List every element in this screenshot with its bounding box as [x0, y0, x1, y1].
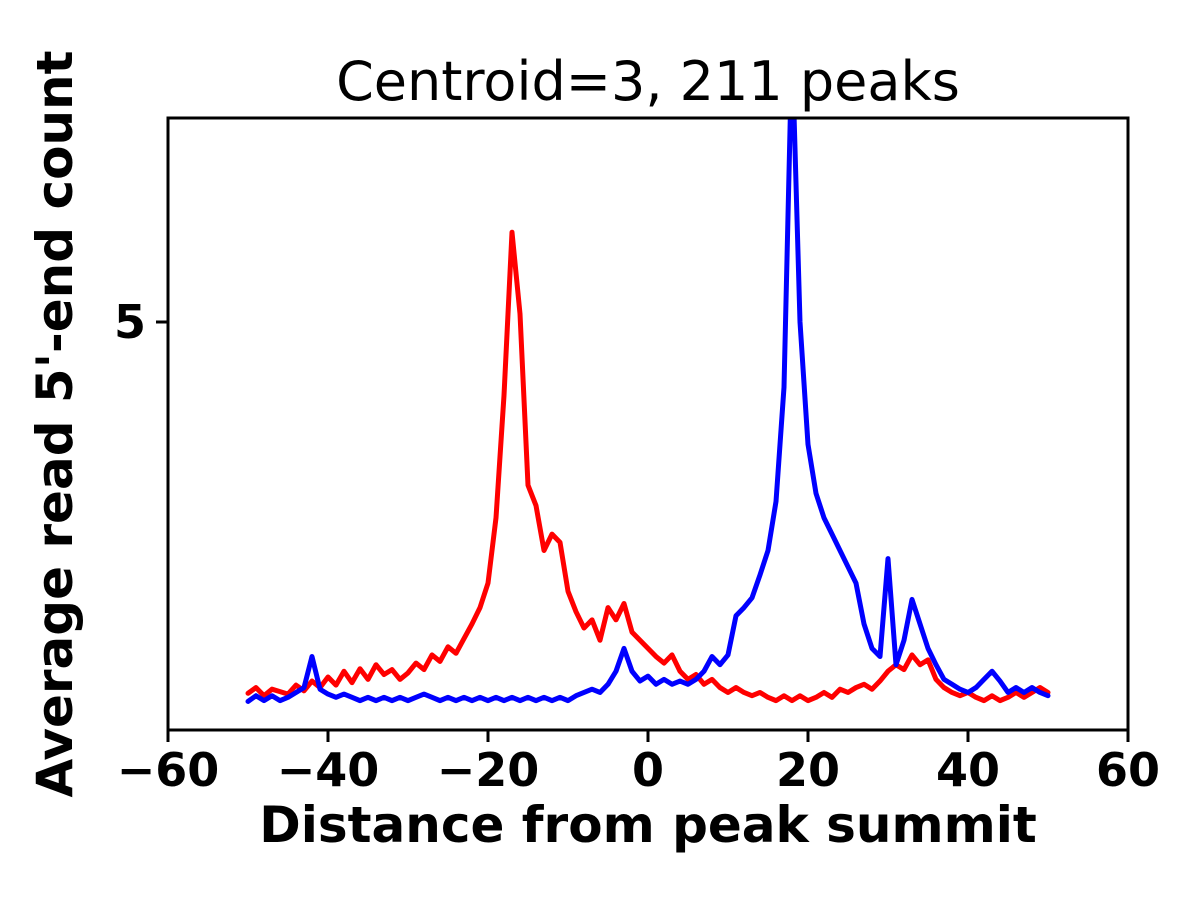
y-tick-label: 5	[114, 295, 146, 349]
chart-title: Centroid=3, 211 peaks	[336, 50, 960, 113]
x-tick-label: 0	[632, 743, 664, 797]
x-tick-label: −60	[117, 743, 220, 797]
x-tick-label: −40	[277, 743, 380, 797]
y-axis-ticks: 5	[114, 295, 168, 349]
series-line-red	[245, 229, 1051, 704]
x-tick-label: 60	[1096, 743, 1160, 797]
y-axis-label: Average read 5'-end count	[26, 50, 84, 797]
x-axis-ticks: −60 −40 −20 0 20 40 60	[117, 730, 1160, 797]
series-lines	[245, 118, 1051, 704]
plot-frame	[166, 116, 1130, 732]
x-tick-label: 20	[776, 743, 840, 797]
series-line-blue	[245, 118, 1051, 704]
x-tick-label: −20	[437, 743, 540, 797]
x-tick-label: 40	[936, 743, 1000, 797]
x-axis-label: Distance from peak summit	[259, 796, 1037, 854]
